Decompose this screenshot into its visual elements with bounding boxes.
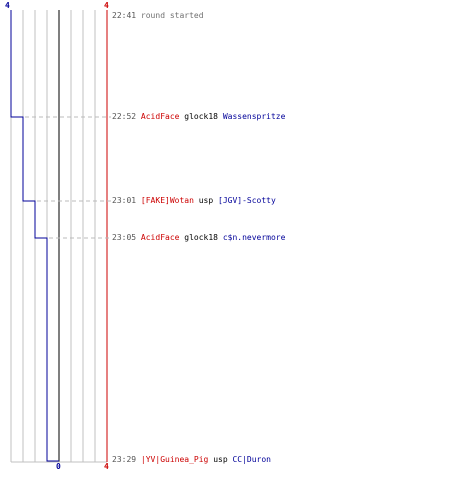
round-start-text: round started <box>140 11 204 20</box>
victim-name: CC|Duron <box>232 455 271 464</box>
event-time: 23:29 <box>112 455 137 464</box>
red-bottom-score: 4 <box>104 462 109 471</box>
event-time: 23:01 <box>112 196 137 205</box>
blue-top-score: 4 <box>5 1 10 10</box>
kill-entry: 23:01 [FAKE]Wotan usp [JGV]-Scotty <box>112 196 276 206</box>
killer-name: AcidFace <box>140 233 180 242</box>
killer-name: |YV|Guinea_Pig <box>140 455 209 464</box>
killer-name: AcidFace <box>140 112 180 121</box>
killer-name: [FAKE]Wotan <box>140 196 194 205</box>
weapon-name: glock18 <box>184 233 218 242</box>
blue-bottom-score: 0 <box>56 462 61 471</box>
weapon-name: glock18 <box>184 112 218 121</box>
weapon-name: usp <box>198 196 214 205</box>
weapon-name: usp <box>213 455 228 464</box>
victim-name: c$n.nevermore <box>222 233 286 242</box>
event-guides <box>11 116 111 239</box>
chart-grid <box>10 10 107 463</box>
kill-entry: 23:29 |YV|Guinea_Pig usp CC|Duron <box>112 455 271 465</box>
victim-name: [JGV]-Scotty <box>218 196 276 205</box>
red-top-score: 4 <box>104 1 109 10</box>
blue-team-score-line <box>10 10 59 462</box>
kill-entry: 23:05 AcidFace glock18 c$n.nevermore <box>112 233 285 243</box>
round-start-entry: 22:41 round started <box>112 11 204 21</box>
event-time: 22:52 <box>112 112 137 121</box>
victim-name: Wassenspritze <box>222 112 286 121</box>
event-time: 22:41 <box>112 11 137 20</box>
kill-entry: 22:52 AcidFace glock18 Wassenspritze <box>112 112 285 122</box>
event-time: 23:05 <box>112 233 137 242</box>
